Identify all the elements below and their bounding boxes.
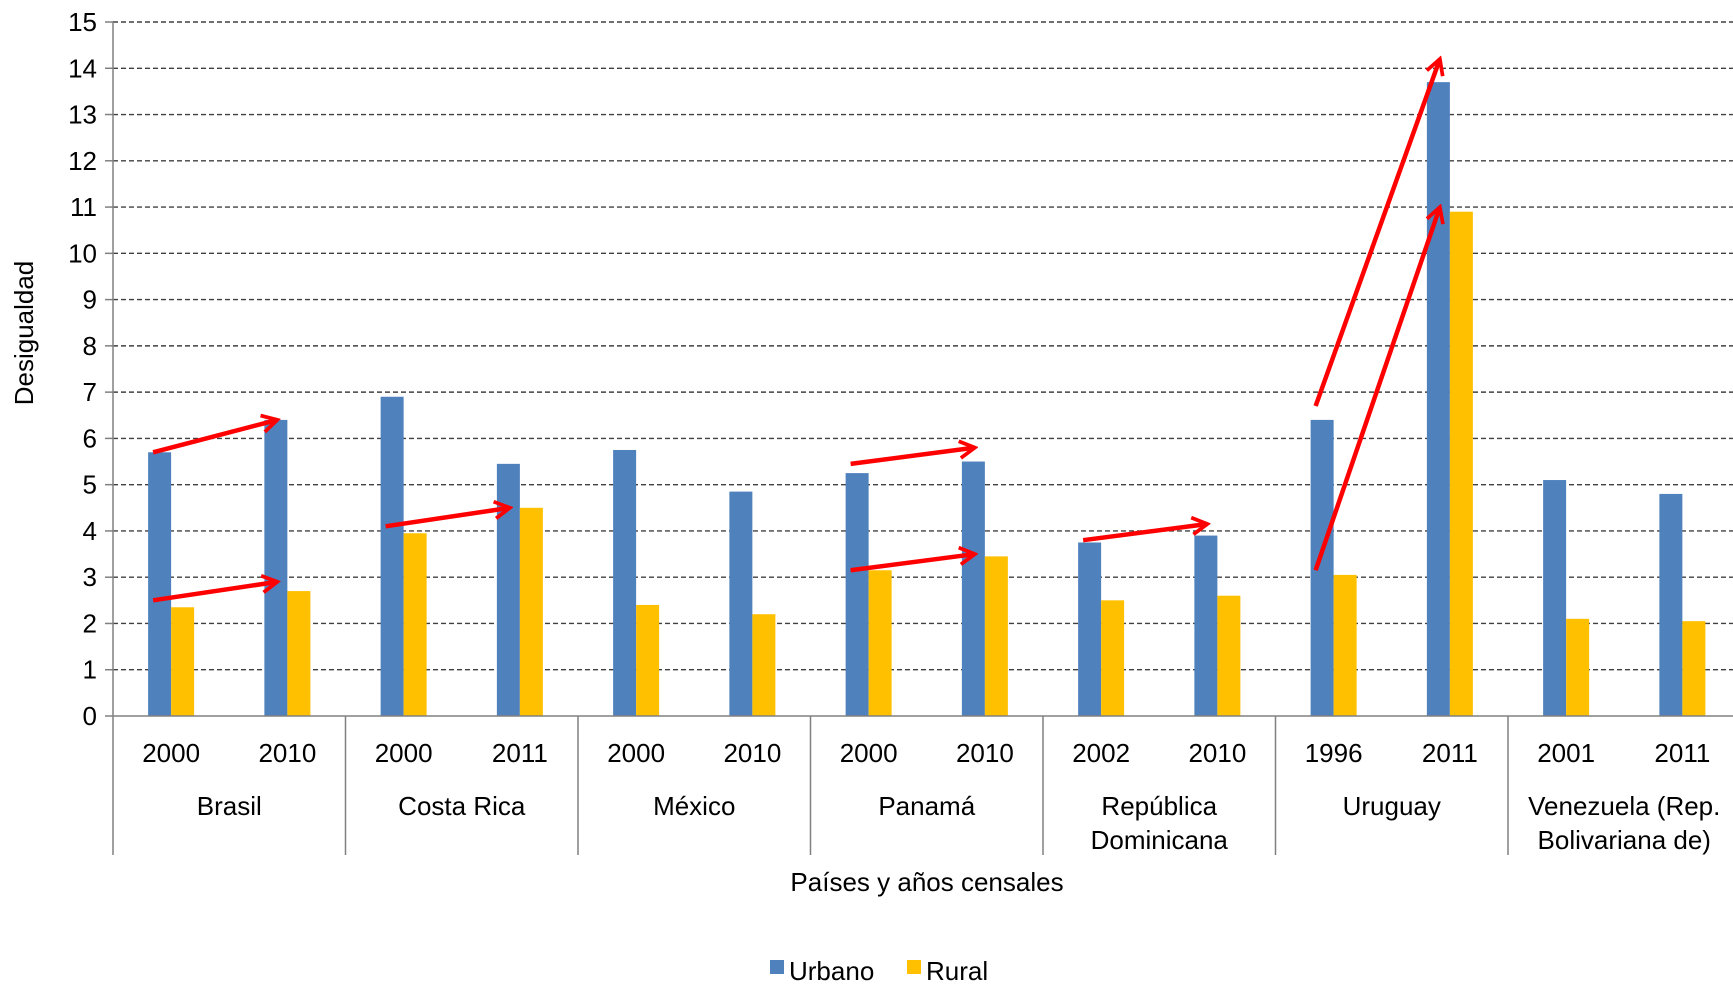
bar-rural [984, 556, 1008, 716]
y-tick-label: 10 [68, 238, 97, 268]
legend-swatch-urbano [770, 960, 784, 974]
y-tick-label: 15 [68, 7, 97, 37]
bar-rural [519, 507, 543, 716]
trend-arrow [1313, 207, 1440, 571]
bar-rural [868, 570, 892, 716]
year-label: 2000 [375, 738, 433, 768]
y-tick-label: 6 [83, 423, 97, 453]
y-tick-label: 5 [83, 470, 97, 500]
year-label: 2001 [1537, 738, 1595, 768]
year-label: 2000 [142, 738, 200, 768]
bar-rural [287, 591, 311, 716]
gridlines [105, 21, 1733, 717]
year-label: 2010 [956, 738, 1014, 768]
y-tick-label: 11 [70, 192, 97, 222]
y-tick-label: 3 [83, 562, 97, 592]
bar-urbano [961, 461, 985, 716]
bar-urbano [1310, 419, 1334, 716]
bar-urbano [1543, 480, 1567, 716]
legend-label-rural: Rural [926, 956, 988, 985]
bar-urbano [1426, 82, 1450, 716]
trend-arrow [152, 420, 277, 455]
bars [148, 82, 1706, 716]
bar-urbano [729, 491, 753, 716]
year-label: 2010 [258, 738, 316, 768]
y-axis-title: Desigualdad [9, 261, 39, 406]
year-label: 2000 [607, 738, 665, 768]
bar-urbano [496, 463, 520, 716]
trend-arrow [850, 448, 975, 467]
bar-rural [1566, 618, 1590, 716]
bar-urbano [845, 473, 869, 716]
year-label: 2011 [492, 738, 548, 768]
year-label: 2002 [1072, 738, 1130, 768]
year-label: 2010 [723, 738, 781, 768]
y-tick-label: 12 [68, 146, 97, 176]
y-tick-label: 9 [83, 285, 97, 315]
bar-rural [403, 533, 427, 716]
year-label: 2011 [1422, 738, 1478, 768]
bar-rural [752, 614, 776, 716]
y-tick-label: 0 [83, 701, 97, 731]
country-label: República [1101, 791, 1217, 821]
y-tick-label: 2 [83, 608, 97, 638]
y-tick-label: 4 [83, 516, 97, 546]
bar-rural [171, 607, 195, 716]
legend-label-urbano: Urbano [789, 956, 874, 985]
axes [112, 22, 1733, 855]
year-label: 2000 [840, 738, 898, 768]
country-label: Bolivariana de) [1538, 825, 1711, 855]
country-label: Panamá [878, 791, 975, 821]
y-tick-label: 7 [83, 377, 97, 407]
country-label: Costa Rica [398, 791, 526, 821]
trend-arrow [385, 508, 510, 529]
country-label: México [653, 791, 735, 821]
bar-urbano [1078, 542, 1102, 716]
trend-arrow [152, 582, 277, 603]
bar-rural [636, 604, 660, 716]
annotation-arrows [152, 59, 1440, 603]
country-label: Brasil [197, 791, 262, 821]
bar-urbano [380, 396, 404, 716]
legend: Urbano Rural [770, 956, 988, 985]
year-label: 2011 [1654, 738, 1710, 768]
bar-urbano [148, 452, 172, 716]
bar-rural [1101, 600, 1125, 716]
country-label: Dominicana [1091, 825, 1229, 855]
x-category-labels: 2000 2010 Brasil 2000 2011 Costa Rica 2000 2010… [142, 738, 1720, 855]
year-label: 1996 [1305, 738, 1363, 768]
bar-urbano [1194, 535, 1218, 716]
bar-rural [1333, 574, 1357, 716]
y-tick-label: 8 [83, 331, 97, 361]
bar-rural [1682, 621, 1706, 716]
y-tick-label: 13 [68, 100, 97, 130]
y-tick-label: 14 [68, 53, 97, 83]
year-label: 2010 [1188, 738, 1246, 768]
trend-arrow [1082, 524, 1207, 543]
bar-urbano [613, 449, 637, 716]
x-axis-title: Países y años censales [790, 867, 1063, 897]
bar-urbano [264, 419, 288, 716]
bar-rural [1217, 595, 1241, 716]
country-label: Uruguay [1343, 791, 1441, 821]
legend-swatch-rural [907, 960, 921, 974]
country-label: Venezuela (Rep. [1528, 791, 1720, 821]
trend-arrow [1313, 59, 1440, 407]
bar-urbano [1659, 493, 1683, 716]
bar-rural [1449, 211, 1473, 716]
y-tick-label: 1 [83, 655, 97, 685]
trend-arrow [850, 554, 975, 573]
